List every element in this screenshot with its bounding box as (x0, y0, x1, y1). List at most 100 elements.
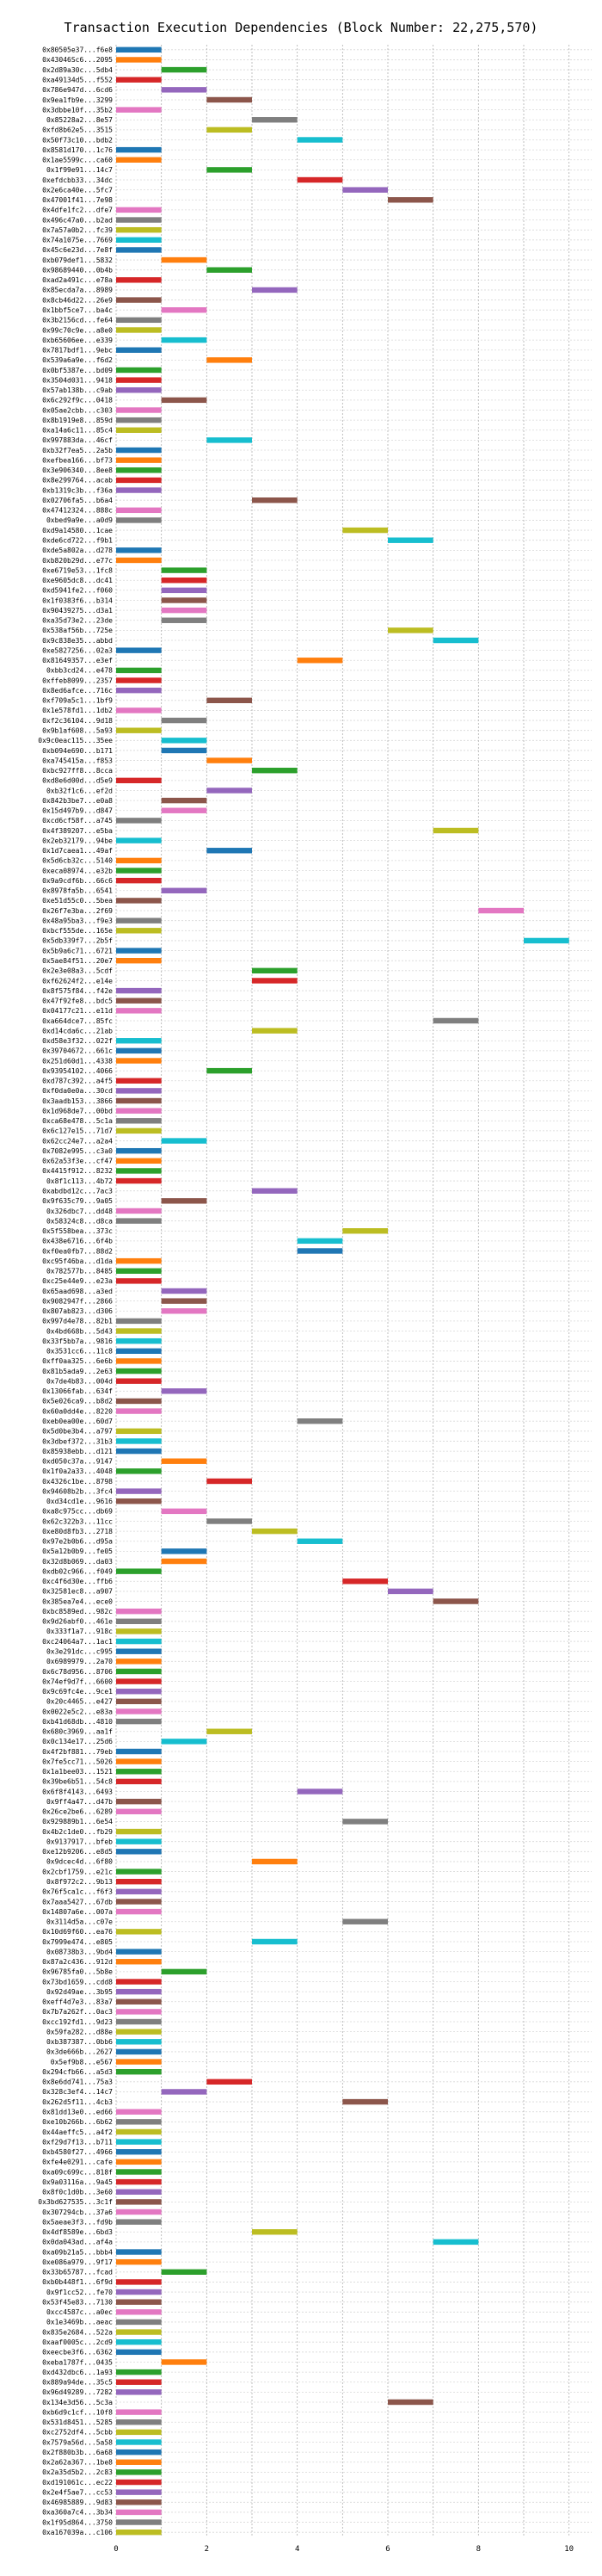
y-tick-label: 0x134e3d56...5c3a (42, 2399, 113, 2406)
y-tick-label: 0x76f5ca1c...f6f3 (42, 1888, 113, 1896)
y-tick-label: 0x2e6ca40e...5fc7 (42, 186, 113, 194)
y-tick-label: 0xcd6cf58f...a745 (42, 817, 113, 825)
y-tick-label: 0xf2c36104...9d18 (42, 717, 113, 725)
y-tick-label: 0xf0da0e0a...30cd (42, 1087, 113, 1095)
y-tick-label: 0x8f972c2...9b13 (46, 1878, 113, 1886)
transaction-bar (116, 2258, 162, 2265)
y-tick-label: 0x8978fa5b...6541 (42, 887, 113, 895)
transaction-bar (116, 2178, 162, 2185)
transaction-bar (161, 1288, 207, 1294)
transaction-bar (161, 1548, 207, 1554)
y-tick-label: 0x8cb46d22...26e9 (42, 296, 113, 304)
transaction-bar (116, 1798, 162, 1805)
y-tick-label: 0x8f0c1d0b...3e60 (42, 2189, 113, 2196)
transaction-bar (116, 1869, 162, 1875)
y-tick-label: 0x26ce2be6...6289 (42, 1808, 113, 1816)
transaction-bar (161, 397, 207, 404)
transaction-bar (116, 2379, 162, 2385)
transaction-bar (161, 587, 207, 594)
transaction-bar (116, 2029, 162, 2035)
y-tick-label: 0xff0aa325...6e6b (42, 1357, 113, 1365)
y-tick-label: 0x9f1cc52...fe70 (46, 2289, 113, 2296)
transaction-bar (116, 917, 162, 924)
y-tick-label: 0x32581ec8...a907 (42, 1588, 113, 1596)
y-tick-label: 0x9b1af608...5a93 (42, 726, 113, 734)
transaction-bar (116, 1097, 162, 1104)
transaction-bar (116, 207, 162, 213)
y-tick-label: 0x81b5ada9...2e63 (42, 1368, 113, 1375)
y-tick-label: 0x7b7a262f...0ac3 (42, 2008, 113, 2016)
y-tick-label: 0xa49134d5...f552 (42, 77, 113, 84)
y-tick-label: 0x1d968de7...00bd (42, 1107, 113, 1115)
y-tick-label: 0x33b65787...fcad (42, 2269, 113, 2276)
transaction-bar (116, 417, 162, 423)
transaction-bar (116, 247, 162, 253)
y-tick-label: 0x3504d031...9418 (42, 376, 113, 384)
transaction-bar (116, 2519, 162, 2525)
y-tick-label: 0x92d49ae...3b95 (46, 1988, 113, 1996)
y-tick-label: 0x2e4f5ae7...cc53 (42, 2488, 113, 2496)
transaction-bar (116, 1008, 162, 1014)
transaction-bar (342, 527, 388, 534)
y-tick-label: 0xb32f1c6...ef2d (46, 787, 113, 794)
y-tick-label: 0xb32f7ea5...2a5b (42, 447, 113, 454)
y-tick-label: 0x0c134e17...25d6 (42, 1738, 113, 1745)
y-tick-label: 0x5aeae3f3...fd9b (42, 2218, 113, 2226)
transaction-bar (116, 898, 162, 904)
y-tick-label: 0x1f0383f6...b314 (42, 596, 113, 604)
y-tick-label: 0xe9605dc8...dc41 (42, 577, 113, 584)
transaction-bar (116, 1838, 162, 1844)
transaction-bar (116, 1638, 162, 1645)
y-tick-label: 0xdb02c966...f049 (42, 1567, 113, 1575)
y-tick-label: 0x08738b3...9bd4 (46, 1948, 113, 1955)
y-tick-label: 0xeb0ea00e...60d7 (42, 1418, 113, 1425)
transaction-bar (116, 1668, 162, 1675)
transaction-bar (116, 157, 162, 163)
transaction-bar (116, 2469, 162, 2475)
y-tick-label: 0x294cfb66...a5d3 (42, 2068, 113, 2076)
y-tick-label: 0x9ea1fb9e...3299 (42, 96, 113, 104)
transaction-bar (161, 66, 207, 73)
transaction-bar (116, 2509, 162, 2516)
y-tick-label: 0x786e947d...6cd6 (42, 86, 113, 94)
transaction-bar (116, 2369, 162, 2375)
transaction-bar (116, 1088, 162, 1094)
y-tick-label: 0x9f635c79...9a05 (42, 1197, 113, 1205)
y-tick-label: 0x6989979...2a70 (46, 1658, 113, 1665)
y-tick-label: 0x9082947f...2866 (42, 1297, 113, 1305)
y-tick-label: 0x5ef9b8...e567 (51, 2058, 113, 2066)
transaction-bar (116, 1689, 162, 1695)
transaction-bar (388, 2399, 433, 2406)
transaction-bar (116, 467, 162, 473)
transaction-bar (116, 1358, 162, 1364)
transaction-bar (161, 256, 207, 263)
y-tick-label: 0x8581d170...1c76 (42, 146, 113, 154)
y-tick-label: 0xcc192fd1...9d23 (42, 2018, 113, 2026)
transaction-bar (206, 757, 252, 763)
transaction-bar (161, 1558, 207, 1565)
y-tick-label: 0xb387387...0bb6 (46, 2038, 113, 2046)
transaction-bar (161, 337, 207, 343)
transaction-bar (116, 1828, 162, 1835)
y-tick-label: 0x9c0eac115...35ee (38, 737, 113, 744)
transaction-bar (116, 1438, 162, 1444)
y-tick-label: 0x5d0be3b4...a797 (42, 1428, 113, 1436)
transaction-bar (116, 2018, 162, 2025)
transaction-bar (478, 907, 524, 914)
y-tick-label: 0x15d497b9...d847 (42, 807, 113, 815)
x-tick-label: 10 (564, 2545, 574, 2554)
transaction-bar (161, 1968, 207, 1975)
transaction-bar (116, 2039, 162, 2045)
transaction-bar (116, 297, 162, 303)
y-tick-label: 0x59fa282...d88e (46, 2028, 113, 2035)
y-tick-label: 0xeff4d7e3...83a7 (42, 1998, 113, 2006)
y-tick-label: 0xd5941fe2...f060 (42, 587, 113, 595)
transaction-bar (297, 1248, 343, 1254)
transaction-bar (433, 2239, 479, 2246)
y-tick-label: 0xde6cd722...f9b1 (42, 537, 113, 545)
transaction-bar (116, 1268, 162, 1274)
y-tick-label: 0xa14a6c11...85c4 (42, 427, 113, 435)
transaction-bar (116, 2389, 162, 2395)
transaction-bar (116, 2199, 162, 2205)
y-tick-label: 0x8f575f84...f42e (42, 987, 113, 995)
